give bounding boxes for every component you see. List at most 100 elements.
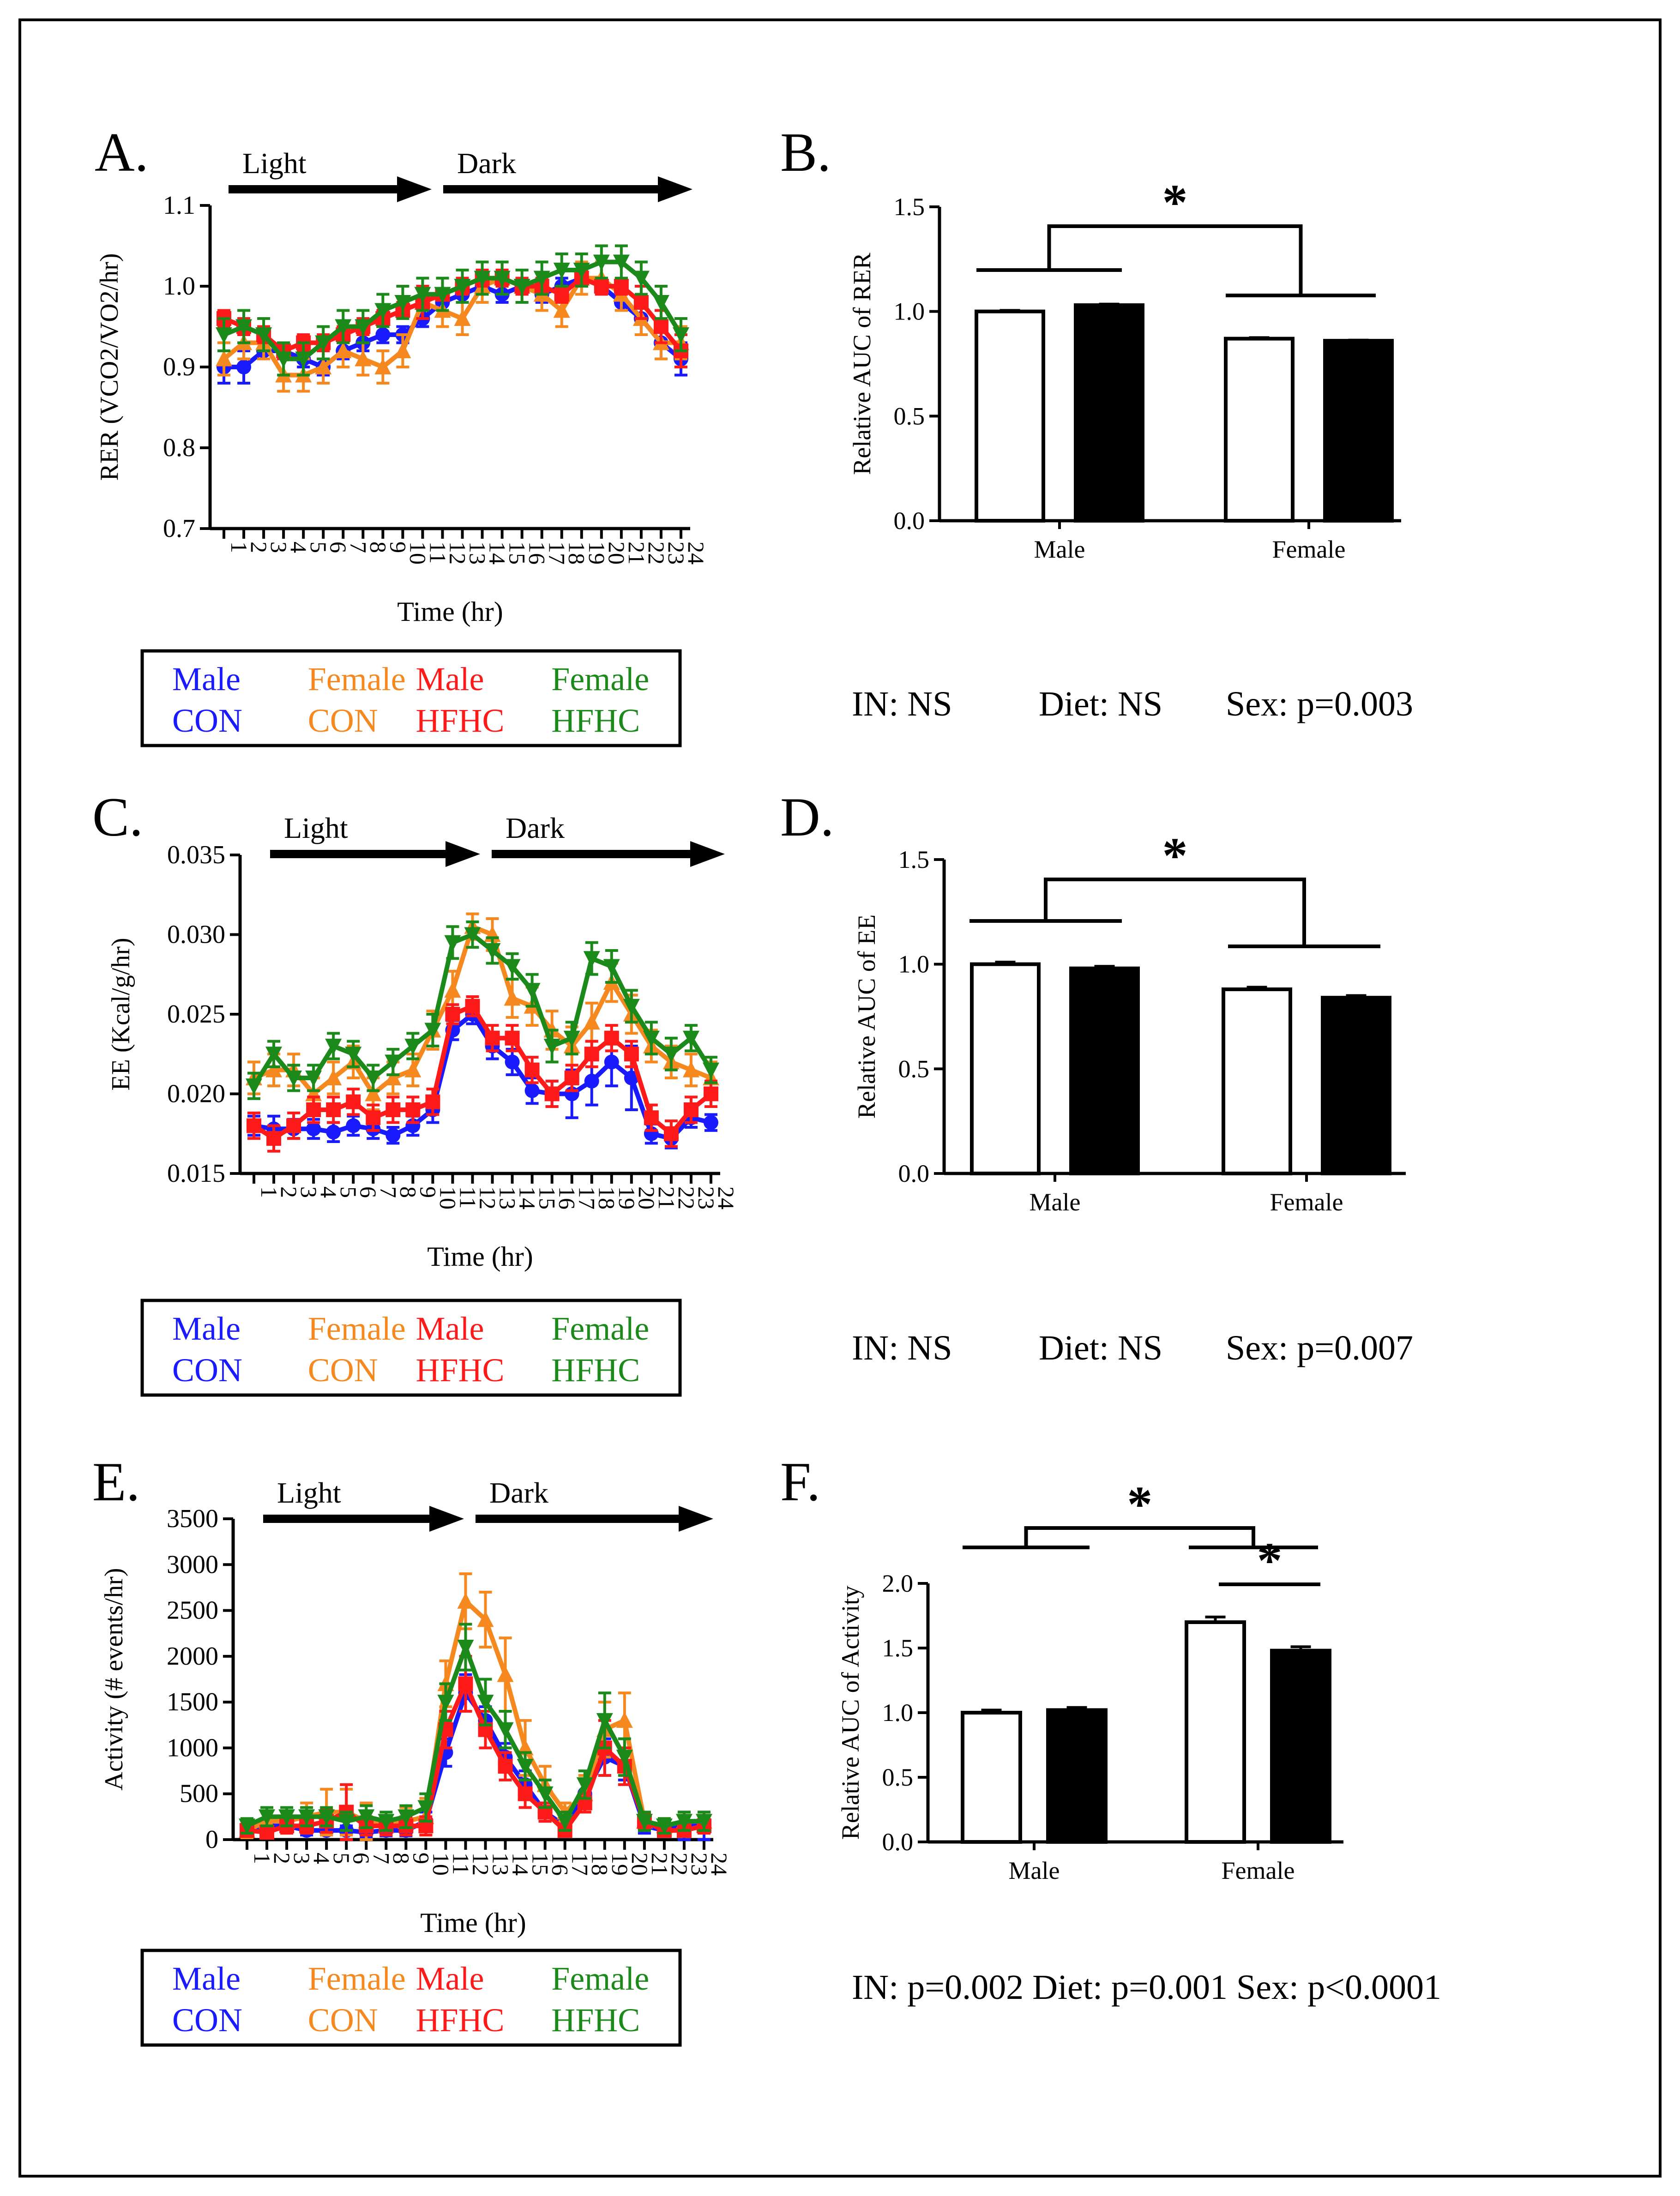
panel-letter-c: C. (92, 786, 143, 848)
y-tick-label-b: 1.0 (894, 298, 925, 325)
data-point (556, 1814, 573, 1830)
y-tick-label-f: 2.0 (882, 1570, 914, 1597)
data-point (633, 295, 649, 310)
data-point (477, 1695, 494, 1711)
chart-e: E. Light Dark 0 500 1000 1500 2000 2500 3000 3500 1… (92, 1451, 732, 1938)
data-point (444, 981, 461, 998)
y-tick-label-e: 500 (180, 1780, 218, 1808)
x-tick-label-e: 22 (667, 1853, 692, 1876)
data-point (425, 1094, 440, 1109)
legend-entry-top: Male (172, 1310, 241, 1347)
x-tick-label-e: 13 (488, 1853, 514, 1876)
x-tick-label-e: 21 (647, 1853, 673, 1876)
data-point (583, 1013, 600, 1030)
category-label-d: Female (1270, 1188, 1343, 1216)
data-point (614, 279, 629, 294)
legend-entry-top: Female (551, 1960, 649, 1997)
bar (1185, 1620, 1246, 1844)
legend-entry-bottom: HFHC (551, 1352, 640, 1389)
y-tick-label-a: 1.1 (163, 191, 195, 220)
series-line (247, 1681, 705, 1835)
x-tick-label-c: 17 (574, 1186, 600, 1209)
data-point (235, 319, 253, 336)
data-point (663, 1126, 679, 1141)
x-tick-label-a: 16 (524, 541, 550, 565)
x-tick-label-c: 10 (435, 1186, 461, 1209)
y-tick-label-f: 1.0 (882, 1699, 914, 1727)
data-point (374, 358, 391, 374)
x-tick-label-c: 13 (495, 1186, 521, 1209)
figure-frame (18, 18, 1662, 2178)
category-label-b: Female (1272, 535, 1346, 563)
y-axis-title-d: Relative AUC of EE (853, 914, 880, 1119)
data-point (355, 319, 372, 336)
y-tick-label-f: 0.0 (882, 1828, 914, 1856)
x-tick-label-c: 3 (296, 1186, 322, 1198)
legend-entry-bottom: HFHC (551, 2002, 640, 2039)
x-tick-label-a: 22 (644, 541, 669, 565)
dark-arrow-c (492, 841, 725, 867)
x-tick-label-a: 10 (405, 541, 431, 565)
data-point (497, 1666, 514, 1682)
x-tick-label-e: 20 (627, 1853, 653, 1876)
data-point (505, 1030, 520, 1046)
data-point (616, 1711, 633, 1728)
x-tick-label-a: 23 (663, 541, 689, 565)
data-point (335, 319, 352, 336)
data-point (424, 1023, 441, 1039)
data-point (394, 295, 411, 311)
data-point (593, 254, 610, 271)
y-tick-label-a: 0.9 (163, 353, 195, 381)
y-axis-title-e: Activity (# events/hr) (100, 1568, 128, 1790)
significance-bracket: * (969, 827, 1380, 948)
data-point (653, 319, 668, 334)
legend-box (140, 1949, 682, 2047)
x-tick-label-c: 5 (336, 1186, 361, 1198)
dark-label-c: Dark (506, 812, 565, 844)
legend-box (140, 1299, 682, 1397)
stats-sex-d: Sex: p=0.007 (1226, 1329, 1413, 1367)
legend-entry-top: Female (308, 1310, 406, 1347)
data-point (484, 943, 501, 959)
data-point (596, 1713, 613, 1729)
data-point (504, 989, 521, 1006)
x-tick-label-a: 8 (365, 541, 391, 553)
x-tick-label-c: 7 (375, 1186, 401, 1198)
bar (1069, 966, 1140, 1176)
y-tick-label-e: 1000 (167, 1733, 218, 1762)
x-tick-label-c: 15 (535, 1186, 560, 1209)
data-point (355, 350, 372, 367)
data-point (365, 1071, 382, 1087)
data-point (524, 983, 541, 999)
data-point (358, 1809, 375, 1826)
y-tick-label-c: 0.015 (167, 1159, 225, 1188)
x-tick-label-c: 14 (515, 1186, 541, 1209)
x-tick-label-e: 24 (706, 1853, 732, 1876)
data-point (703, 1062, 719, 1079)
data-point (394, 342, 411, 358)
bar (1046, 1708, 1108, 1844)
category-label-d: Male (1030, 1188, 1081, 1216)
data-point (683, 1102, 698, 1117)
light-arrow-a (229, 176, 432, 202)
data-point (553, 263, 570, 279)
bracket-line (1047, 224, 1303, 295)
data-point (326, 1102, 341, 1117)
x-tick-label-a: 5 (306, 541, 331, 553)
data-point (255, 327, 272, 343)
data-point (306, 1121, 321, 1137)
x-tick-label-a: 9 (385, 541, 411, 553)
data-point (458, 1676, 473, 1691)
data-point (564, 1071, 579, 1085)
data-point (365, 1085, 382, 1101)
stats-text-f: IN: p=0.002 Diet: p=0.001 Sex: p<0.0001 (852, 1968, 1441, 2007)
panel-letter-f: F. (780, 1451, 820, 1512)
legend-entry-bottom: HFHC (416, 2002, 505, 2039)
data-point (247, 1118, 261, 1133)
data-point (335, 342, 352, 358)
data-point (603, 959, 620, 975)
x-tick-label-a: 12 (445, 541, 470, 565)
x-tick-label-a: 19 (584, 541, 610, 565)
y-tick-label-a: 1.0 (163, 272, 195, 301)
data-point (275, 351, 292, 368)
